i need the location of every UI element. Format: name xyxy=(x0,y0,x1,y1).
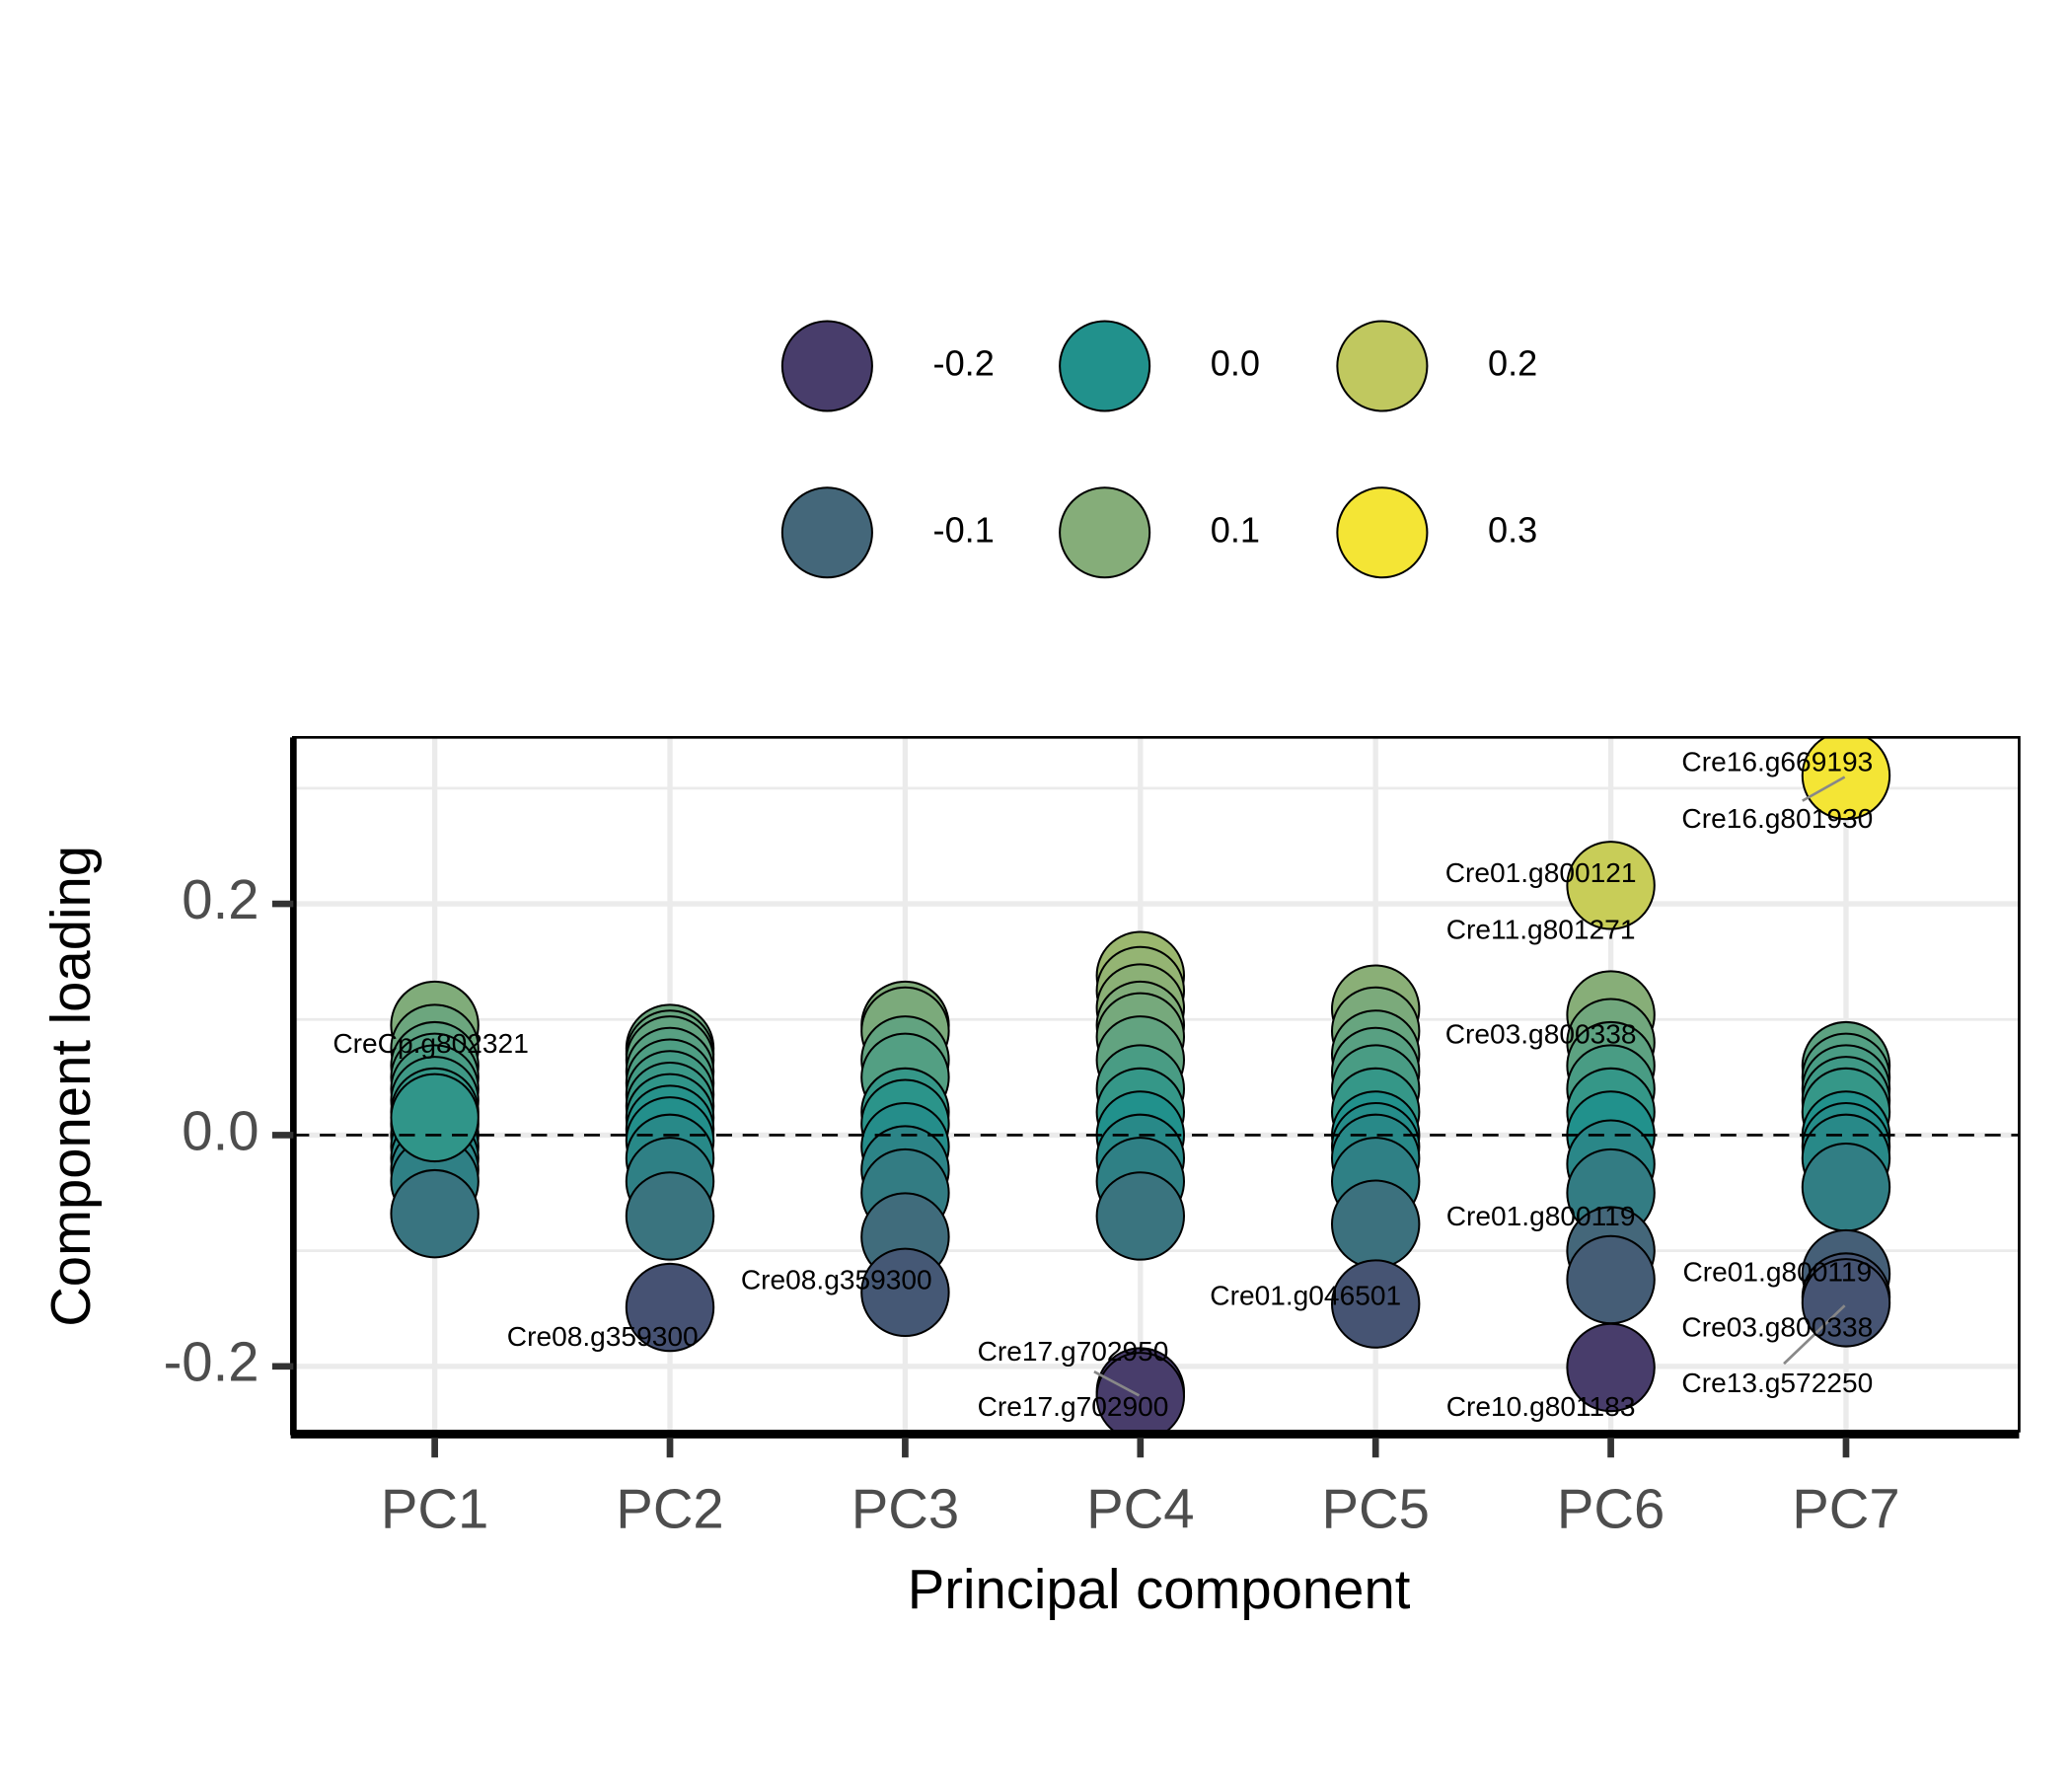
x-tick-label: PC3 xyxy=(851,1477,959,1539)
points xyxy=(390,737,1891,1432)
legend-label: 0.1 xyxy=(1211,509,1260,550)
connector xyxy=(1093,1369,1141,1397)
annotation: Cre01.g800121 xyxy=(1445,857,1637,888)
legend-key xyxy=(1059,320,1151,412)
annotation: Cre11.g801271 xyxy=(1446,915,1636,945)
point xyxy=(390,1168,480,1259)
legend-label: 0.2 xyxy=(1488,343,1537,384)
point xyxy=(860,1247,950,1338)
y-tick-label: -0.2 xyxy=(164,1331,259,1393)
point xyxy=(1801,1142,1891,1232)
legend-label: -0.2 xyxy=(933,343,995,384)
point xyxy=(1566,1234,1656,1325)
point xyxy=(1095,1352,1185,1432)
x-axis-title: Principal component xyxy=(908,1558,1411,1620)
connector xyxy=(1783,1304,1846,1366)
y-tick-label: 0.2 xyxy=(182,868,259,930)
annotation: Cre01.g800119 xyxy=(1446,1201,1636,1231)
annotation: Cre03.g800338 xyxy=(1681,1312,1873,1343)
annotation: Cre03.g800338 xyxy=(1445,1018,1637,1049)
point xyxy=(1566,841,1656,930)
x-tick-label: PC7 xyxy=(1792,1477,1899,1539)
legend-label: 0.3 xyxy=(1488,509,1537,550)
annotation: Cre17.g702950 xyxy=(978,1336,1169,1367)
point xyxy=(1330,1259,1421,1349)
legend-key xyxy=(780,320,873,412)
connector xyxy=(1802,776,1846,802)
x-tick-label: PC2 xyxy=(616,1477,723,1539)
point xyxy=(1095,1171,1186,1261)
annotation: Cre13.g572250 xyxy=(1681,1368,1873,1398)
annotation: Cre08.g359300 xyxy=(741,1265,932,1295)
legend-key xyxy=(780,486,873,579)
annotation: Cre16.g669193 xyxy=(1681,747,1873,777)
x-tick-label: PC5 xyxy=(1321,1477,1429,1539)
legend-key xyxy=(1336,486,1429,579)
annotation: Cre10.g801183 xyxy=(1446,1391,1636,1422)
point xyxy=(1801,737,1891,821)
annotation: Cre08.g359300 xyxy=(507,1321,699,1352)
legend-key xyxy=(1336,320,1429,412)
point xyxy=(1330,1179,1421,1269)
x-tick-label: PC6 xyxy=(1557,1477,1665,1539)
annotation: Cre01.g800119 xyxy=(1682,1256,1872,1287)
x-tick-label: PC1 xyxy=(381,1477,488,1539)
annotation: CreCp.g802321 xyxy=(333,1028,528,1059)
legend-key xyxy=(1059,486,1151,579)
legend-label: -0.1 xyxy=(933,509,995,550)
point xyxy=(1566,1322,1656,1413)
legend-label: 0.0 xyxy=(1211,343,1260,384)
point xyxy=(625,1171,715,1261)
annotation: Cre17.g702900 xyxy=(978,1391,1169,1422)
y-axis-title: Component loading xyxy=(39,846,102,1327)
point xyxy=(390,1073,480,1163)
y-tick-label: 0.0 xyxy=(182,1099,259,1161)
point xyxy=(625,1262,715,1353)
annotation: Cre16.g801930 xyxy=(1681,803,1873,834)
annotation: Cre01.g046501 xyxy=(1210,1281,1401,1311)
x-tick-label: PC4 xyxy=(1086,1477,1194,1539)
